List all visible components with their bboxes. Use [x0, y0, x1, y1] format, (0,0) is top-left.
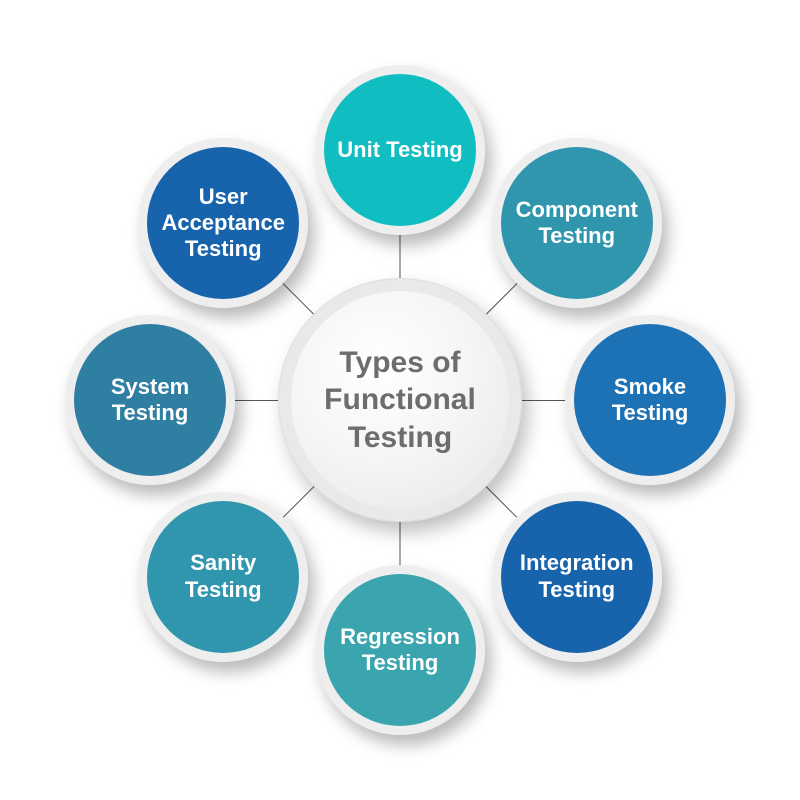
diagram-stage: Types of Functional Testing Unit Testing…	[0, 0, 800, 800]
node-user-acceptance-testing: User Acceptance Testing	[138, 138, 308, 308]
node-inner: Regression Testing	[324, 574, 476, 726]
node-component-testing: Component Testing	[492, 138, 662, 308]
node-unit-testing: Unit Testing	[315, 65, 485, 235]
node-inner: System Testing	[74, 324, 226, 476]
node-system-testing: System Testing	[65, 315, 235, 485]
node-integration-testing: Integration Testing	[492, 492, 662, 662]
center-title: Types of Functional Testing	[291, 344, 509, 457]
node-label: User Acceptance Testing	[147, 184, 299, 263]
node-regression-testing: Regression Testing	[315, 565, 485, 735]
node-inner: Component Testing	[501, 147, 653, 299]
node-label: Component Testing	[501, 197, 653, 250]
node-inner: Sanity Testing	[147, 501, 299, 653]
node-label: Integration Testing	[501, 550, 653, 603]
center-hub: Types of Functional Testing	[278, 278, 522, 522]
node-smoke-testing: Smoke Testing	[565, 315, 735, 485]
node-inner: Integration Testing	[501, 501, 653, 653]
node-label: Unit Testing	[327, 137, 472, 163]
node-label: Sanity Testing	[147, 550, 299, 603]
node-label: Smoke Testing	[574, 374, 726, 427]
node-sanity-testing: Sanity Testing	[138, 492, 308, 662]
center-inner: Types of Functional Testing	[291, 291, 509, 509]
node-inner: Unit Testing	[324, 74, 476, 226]
node-inner: Smoke Testing	[574, 324, 726, 476]
node-inner: User Acceptance Testing	[147, 147, 299, 299]
node-label: Regression Testing	[324, 624, 476, 677]
node-label: System Testing	[74, 374, 226, 427]
